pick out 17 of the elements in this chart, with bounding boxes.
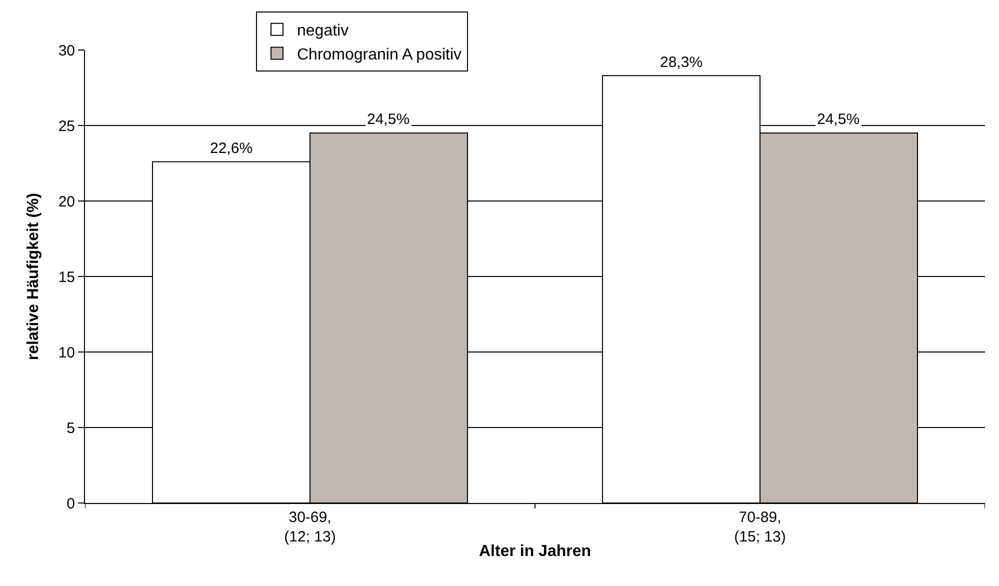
y-tick-label: 10 <box>58 344 75 362</box>
x-tick-label: 70-89, (15; 13) <box>734 509 786 546</box>
y-tick-label: 0 <box>66 495 75 512</box>
x-tick-label: 30-69, (12; 13) <box>284 509 336 546</box>
data-label: 24,5% <box>367 111 410 128</box>
y-tick-label: 30 <box>58 42 75 60</box>
y-tick-label: 15 <box>58 268 75 286</box>
data-label: 24,5% <box>817 111 860 128</box>
legend-label: Chromogranin A positiv <box>297 46 462 64</box>
y-tick-label: 20 <box>58 193 75 210</box>
y-axis-title: relative Häufigkeit (%) <box>25 192 42 360</box>
y-tick-label: 25 <box>58 118 75 135</box>
legend-label: negativ <box>297 22 349 40</box>
x-axis-title: Alter in Jahren <box>478 543 592 560</box>
data-label: 22,6% <box>210 140 253 157</box>
y-tick-label: 5 <box>66 420 75 437</box>
data-label: 28,3% <box>660 54 703 71</box>
